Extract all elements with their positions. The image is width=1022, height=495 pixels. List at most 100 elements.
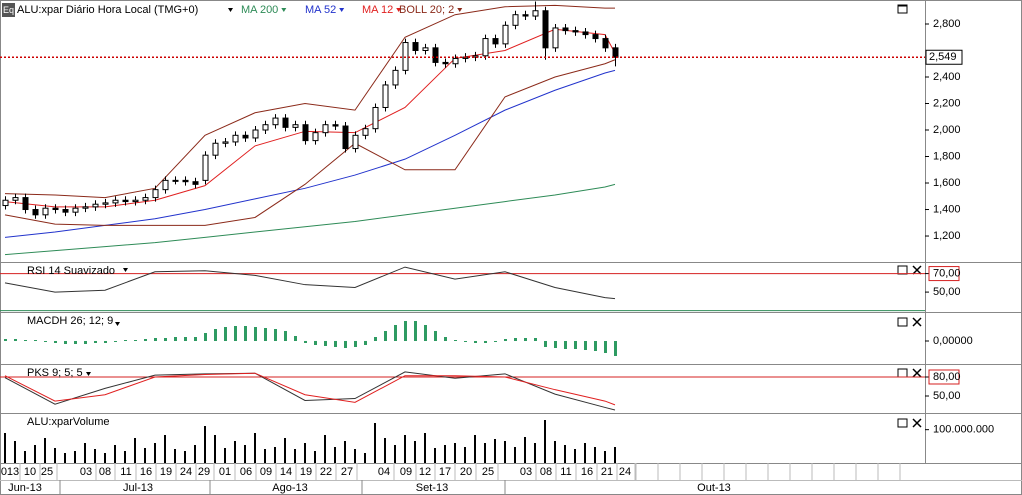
candle-body [282,117,289,128]
bar [204,333,207,341]
x-tick-label: 16 [581,466,593,478]
bar [304,443,306,463]
indicator-line [4,371,616,411]
candle-body [362,128,369,136]
bar [344,341,347,348]
candle-body [602,38,609,49]
bar [354,449,356,463]
candle-body [142,197,149,201]
bar [574,341,577,349]
candle-body [612,47,619,58]
bar [264,328,267,341]
x-tick-label: 11 [560,466,571,478]
bar [4,433,6,463]
bar [114,341,117,342]
bar [344,441,346,463]
bar [434,331,437,341]
candle-body [92,203,99,208]
bar [494,341,497,342]
bar [564,341,567,349]
bar [334,447,336,463]
bar [394,445,396,463]
bar [604,451,606,463]
x-tick-label: 25 [41,466,53,478]
bar [454,443,456,463]
bar [404,435,406,463]
bar [334,341,337,347]
indicator-line [4,59,616,226]
candle-body [512,14,519,26]
candle-body [82,206,89,209]
bar [54,448,56,463]
bar [464,341,467,342]
bar [524,338,527,341]
x-tick-label: 03 [80,466,92,478]
bar [24,340,27,341]
x-tick-label: 08 [99,466,111,478]
bar [324,341,327,346]
candle-body [542,10,549,49]
bar [534,443,536,463]
bar [514,447,516,463]
bar [464,447,466,463]
dropdown[interactable] [228,8,233,12]
candle-body [392,69,399,86]
bar [274,329,277,341]
bar [314,341,317,345]
x-tick-label: 19 [160,466,172,478]
y-tick-label: 1,800 [933,150,961,162]
y-tick-label: 1,200 [933,230,961,242]
y-tick-label: 2,000 [933,124,961,136]
bar [44,341,47,342]
x-tick-label: 08 [540,466,552,478]
bar [284,438,286,463]
candle-body [442,61,449,65]
bar [174,337,177,341]
candle-body [482,38,489,57]
bar [484,443,486,463]
y-tick-label: 1,600 [933,177,961,189]
bar [184,451,186,463]
bar [244,445,246,463]
dropdown [123,268,128,272]
candle-body [52,207,59,211]
bar [284,331,287,341]
candle-body [412,42,419,51]
x-tick-label: 25 [482,466,494,478]
bar [254,327,257,341]
candle-body [452,57,459,65]
candle-body [492,38,499,45]
bar [104,341,107,343]
bar [504,441,506,463]
x-tick-label: 24 [619,466,631,478]
bar [144,448,146,463]
x-tick-label: 16 [140,466,152,478]
x-tick-label: 27 [341,466,353,478]
x-tick-label: 20 [460,466,472,478]
candle-body [242,134,249,139]
bar [514,338,517,341]
x-tick-label: 14 [280,466,292,478]
bar [234,326,237,341]
last-price-box [925,49,963,65]
x-tick-label: 12 [419,466,431,478]
candle-body [532,10,539,17]
window-buttons [897,4,922,428]
bar [554,341,557,348]
bar [264,449,266,463]
panel-title: ALU:xparVolume [27,416,110,428]
legend-dropdown [339,8,345,12]
candle-body [42,207,49,216]
y-tick-label: 50,00 [933,286,961,298]
bar [414,321,417,341]
bar [534,338,537,341]
candle-body [592,34,599,40]
y-tick-label: 0,00000 [933,335,973,347]
bar [74,341,77,344]
x-tick-label: 10 [24,466,36,478]
bar [84,443,86,463]
y-tick-label: 70,00 [933,267,961,279]
month-label: Ago-13 [272,482,307,494]
candle-body [502,24,509,45]
